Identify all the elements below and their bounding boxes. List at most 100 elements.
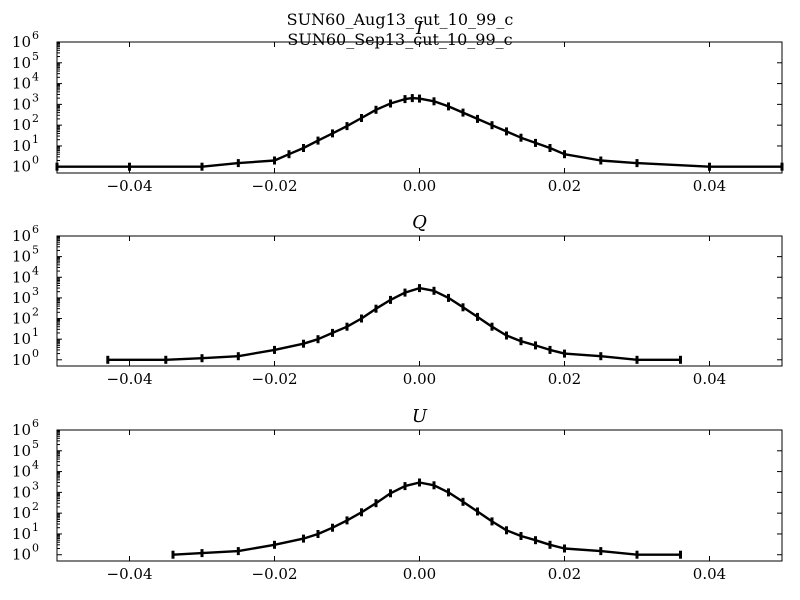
histogram-bin (287, 150, 291, 159)
histogram-bin (780, 162, 784, 171)
histogram-bin (447, 102, 450, 111)
histogram-bin (461, 497, 465, 506)
y-tick-label: 106 (12, 417, 39, 439)
histogram-line (107, 286, 681, 361)
histogram-bin (200, 162, 204, 171)
histogram-bin (360, 114, 363, 122)
histogram-bin (519, 532, 523, 540)
axes-frame (56, 41, 783, 174)
histogram-bin (128, 162, 131, 171)
histogram-bin (374, 304, 378, 313)
histogram-bin (519, 133, 523, 142)
histogram-bin (345, 122, 349, 131)
histogram-bin (490, 517, 494, 526)
histogram-bin (360, 314, 363, 323)
histogram-bin (490, 121, 494, 130)
x-tick-label: 0.02 (548, 177, 581, 195)
histogram-bin (447, 293, 450, 302)
histogram-bin (708, 162, 711, 171)
y-tick-label: 105 (12, 50, 39, 72)
histogram-bin (403, 288, 407, 297)
histogram-bin (345, 322, 349, 331)
histogram-bin (164, 355, 168, 364)
histogram-bin (302, 339, 305, 348)
histogram-bin (461, 108, 465, 117)
histogram-bin (548, 540, 552, 549)
y-tick-label: 101 (12, 521, 39, 543)
histogram-bin (563, 349, 566, 358)
subplot-Q: Q−0.04 −0.02 0.00 0.02 0.0410010110210310410… (12, 212, 783, 388)
histogram-bin (635, 355, 639, 364)
axes-frame (56, 429, 783, 562)
histogram-bin (563, 544, 566, 553)
histogram-bin (374, 499, 378, 508)
histogram-bin (476, 312, 479, 321)
histogram-bin (200, 354, 204, 363)
y-tick-label: 103 (12, 91, 39, 113)
x-tick-label: −0.04 (107, 370, 153, 388)
y-tick-label: 106 (12, 29, 39, 51)
histogram-bin (548, 144, 552, 152)
y-tick-label: 106 (12, 223, 39, 245)
histogram-bin (534, 536, 537, 545)
histogram-bin (316, 136, 320, 145)
histogram-bin (273, 156, 276, 165)
x-tick-label: −0.02 (252, 370, 298, 388)
histogram-bin (389, 489, 392, 498)
histogram-bin (236, 352, 240, 361)
y-tick-label: 100 (12, 347, 39, 369)
x-tick-label: 0.04 (693, 177, 726, 195)
histogram-bin (389, 99, 392, 108)
histogram-bin (389, 295, 392, 304)
histogram-bin (302, 144, 305, 152)
histogram-bin (418, 478, 421, 487)
histogram-bin (505, 526, 508, 535)
histogram-bin (345, 516, 349, 525)
y-tick-label: 103 (12, 479, 39, 501)
histogram-bin (302, 534, 305, 543)
y-tick-label: 104 (12, 459, 39, 481)
histogram-bin (599, 352, 603, 361)
histogram-bin (635, 550, 639, 559)
y-tick-label: 105 (12, 438, 39, 460)
histogram-bin (534, 138, 537, 147)
histogram-bin (316, 530, 320, 538)
x-tick-label: −0.04 (107, 565, 153, 583)
y-tick-label: 100 (12, 154, 39, 176)
histogram-line (57, 96, 782, 168)
y-tick-label: 102 (12, 306, 39, 328)
histogram-bin (403, 95, 407, 104)
x-tick-label: 0.00 (403, 370, 436, 388)
histogram-bin (331, 523, 334, 532)
histogram-bin (476, 507, 479, 516)
histogram-bin (316, 335, 320, 344)
x-tick-label: 0.04 (693, 565, 726, 583)
subplot-U: U−0.04 −0.02 0.00 0.02 0.0410010110210310410… (12, 406, 783, 583)
x-tick-label: −0.02 (252, 177, 298, 195)
y-tick-label: 102 (12, 112, 39, 134)
y-tick-label: 101 (12, 326, 39, 348)
histogram-bin (273, 540, 276, 549)
subplot-I: I−0.04 −0.02 0.00 0.02 0.0410010110210310410… (12, 18, 784, 195)
histogram-bin (476, 114, 479, 123)
histogram-bin (273, 345, 276, 354)
histogram-bin (418, 94, 421, 103)
histogram-bin (679, 550, 682, 559)
y-tick-label: 104 (12, 264, 39, 286)
histogram-bin (432, 481, 436, 490)
histogram-bin (432, 286, 436, 295)
x-tick-label: −0.04 (107, 177, 153, 195)
histogram-bin (200, 549, 204, 558)
histogram-bin (236, 159, 240, 168)
y-tick-label: 101 (12, 133, 39, 155)
x-tick-label: 0.00 (403, 177, 436, 195)
y-tick-label: 104 (12, 71, 39, 93)
histogram-bin (447, 488, 450, 497)
histogram-bin (418, 284, 421, 293)
histogram-bin (236, 547, 240, 556)
histogram-bin (432, 97, 436, 106)
histogram-bin (548, 345, 552, 354)
histogram-bin (410, 94, 414, 103)
x-tick-label: 0.02 (548, 565, 581, 583)
